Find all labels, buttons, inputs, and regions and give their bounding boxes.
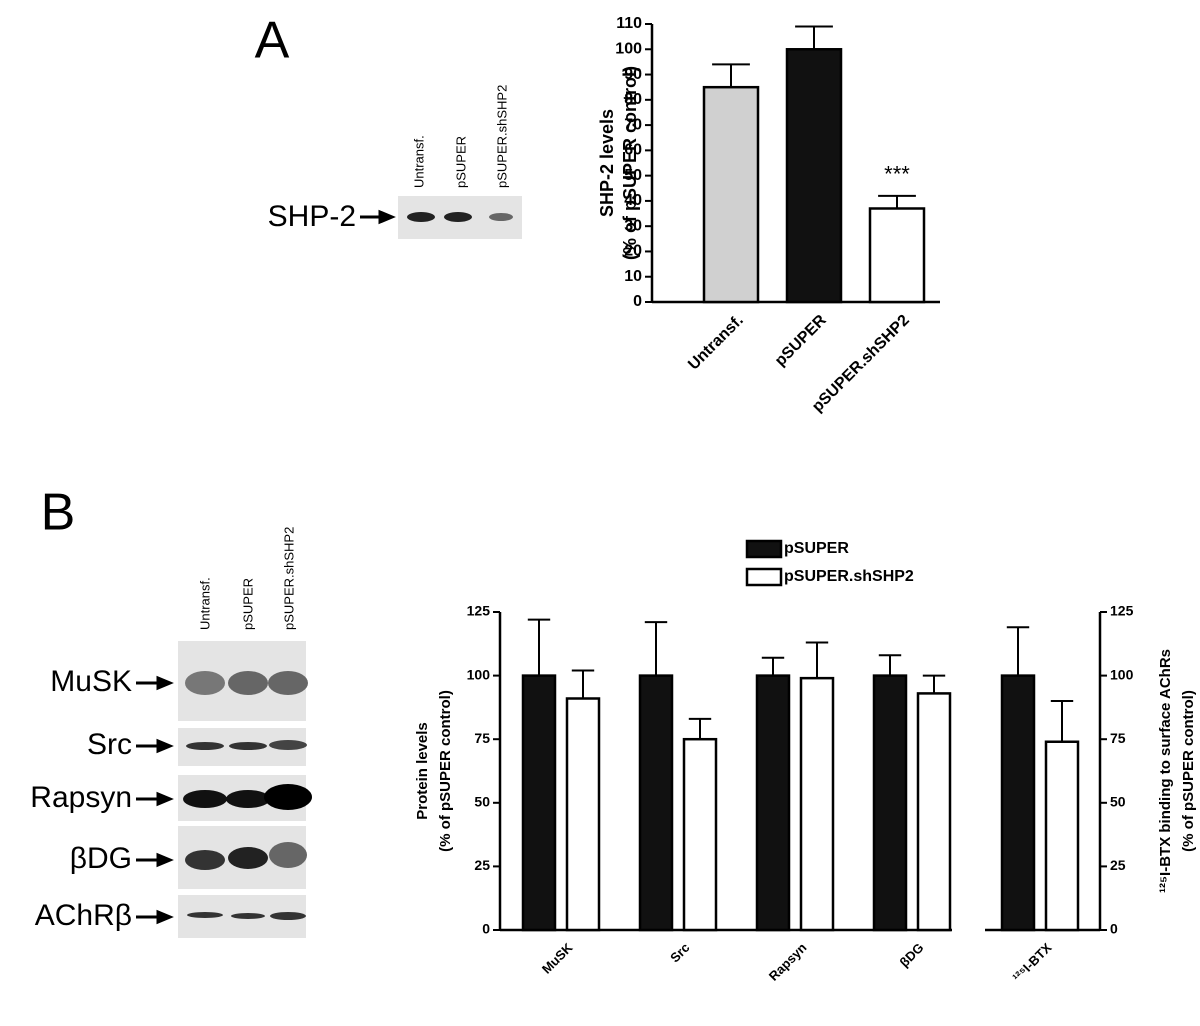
legend-swatch [745,567,783,587]
band [489,213,513,221]
axis-label: Protein levels [414,722,431,820]
bar [1000,674,1036,932]
legend-label: pSUPER.shSHP2 [784,568,914,585]
arrow [360,209,396,225]
y-tick-label: 0 [633,293,642,310]
band [268,671,308,695]
bar [785,48,843,304]
y-tick-label: 100 [615,40,642,57]
axis-label: SHP-2 levels [597,109,617,217]
bar [872,674,908,932]
y-tick-label: 80 [624,91,642,108]
arrow [136,738,174,754]
band-label: SHP-2 [268,200,356,233]
band-label: βDG [70,842,132,875]
axis-label: ¹²⁵I-BTX binding to surface AChRs [1157,649,1174,893]
band [269,842,307,868]
arrow [136,675,174,691]
y-tick-label: 100 [467,666,491,682]
bar [755,674,791,932]
bar [702,85,760,304]
band [231,913,265,919]
y-tick-label: 70 [624,116,642,133]
y2-tick-label: 100 [1110,666,1134,682]
y-tick-label: 25 [474,857,490,873]
y-tick-label: 40 [624,192,642,209]
x-tick-label: ¹²⁵I-BTX [1009,940,1054,985]
band [444,212,472,222]
band [264,784,312,810]
band [185,850,225,870]
lane-label: Untransf. [411,135,426,188]
x-tick-label: Src [667,940,692,965]
band [270,912,306,920]
band [187,912,223,918]
y-tick-label: 30 [624,217,642,234]
band [228,847,268,869]
bar [799,676,835,932]
axis-label: (% of pSUPER control) [620,66,640,260]
y-tick-label: 60 [624,142,642,159]
bar [638,674,674,932]
y-tick-label: 75 [474,730,490,746]
band-label: Src [87,728,132,761]
lane-label: pSUPER [453,136,468,188]
lane-label: pSUPER [240,578,255,630]
band-label: AChRβ [35,899,132,932]
band-label: MuSK [50,665,132,698]
lane-label: Untransf. [197,577,212,630]
x-tick-label: pSUPER [772,311,830,369]
arrow [136,852,174,868]
lane-label: pSUPER.shSHP2 [281,527,296,630]
legend-swatch [745,539,783,559]
band [186,742,224,750]
arrow [136,791,174,807]
y2-tick-label: 125 [1110,603,1134,619]
y-tick-label: 50 [624,167,642,184]
y2-tick-label: 25 [1110,857,1126,873]
y-tick-label: 10 [624,268,642,285]
y-tick-label: 50 [474,794,490,810]
bar [1044,740,1080,932]
x-tick-label: Untransf. [685,312,747,374]
y2-tick-label: 50 [1110,794,1126,810]
band [183,790,227,808]
panel-label: B [41,484,76,542]
bar [868,207,926,304]
bar [682,737,718,932]
lane-label: pSUPER.shSHP2 [494,85,509,188]
blot-b [178,641,312,938]
y-tick-label: 0 [482,921,490,937]
y-tick-label: 20 [624,243,642,260]
arrow [136,909,174,925]
y-tick-label: 110 [616,15,642,32]
bar [521,674,557,932]
band [229,742,267,750]
bar [916,692,952,932]
x-tick-label: MuSK [539,940,576,977]
x-tick-label: βDG [897,940,927,970]
band [407,212,435,222]
panel-label: A [255,12,290,70]
band [226,790,270,808]
band [185,671,225,695]
axis-label: (% of pSUPER control) [1180,690,1197,852]
band-label: Rapsyn [30,781,132,814]
axis-label: (% of pSUPER control) [437,690,454,852]
y-tick-label: 125 [467,603,491,619]
y-tick-label: 90 [624,66,642,83]
legend-label: pSUPER [784,540,849,557]
band [228,671,268,695]
band [269,740,307,750]
bar [565,697,601,932]
x-tick-label: Rapsyn [766,940,810,984]
annotation: *** [884,162,910,187]
y2-tick-label: 75 [1110,730,1126,746]
y2-tick-label: 0 [1110,921,1118,937]
